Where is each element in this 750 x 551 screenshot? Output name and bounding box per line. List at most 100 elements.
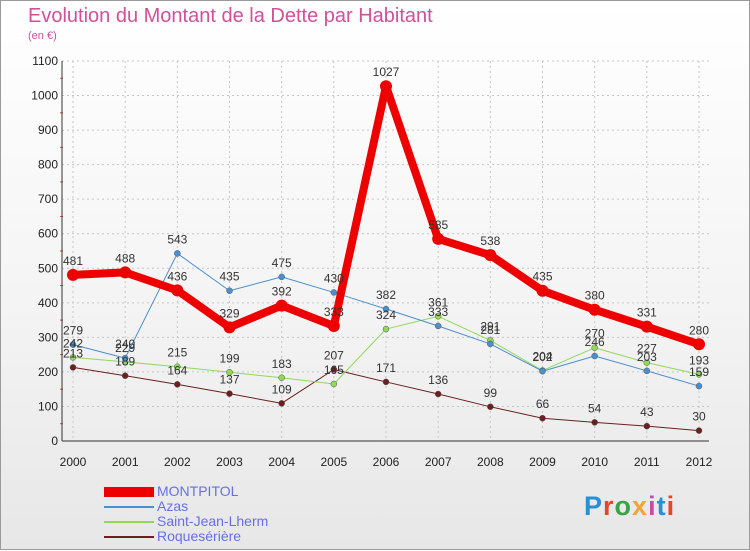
data-label: 193: [689, 353, 709, 367]
data-label: 488: [115, 251, 135, 265]
data-label: 543: [167, 232, 187, 246]
x-tick-label: 2009: [529, 455, 556, 469]
logo-letter: x: [632, 491, 649, 521]
data-label: 435: [219, 270, 239, 284]
data-point: [643, 367, 651, 375]
data-point: [643, 422, 651, 430]
data-label: 430: [324, 271, 344, 285]
data-point: [539, 414, 546, 422]
data-label: 215: [167, 346, 187, 360]
logo-letter: P: [584, 491, 604, 521]
x-tick-label: 2010: [581, 455, 608, 469]
legend-label: MONTPITOL: [157, 483, 239, 499]
data-label: 331: [637, 306, 657, 320]
x-tick-label: 2000: [60, 455, 87, 469]
data-label: 481: [63, 254, 83, 268]
data-label: 183: [272, 357, 292, 371]
data-point: [382, 325, 390, 333]
x-tick-label: 2012: [686, 455, 713, 469]
data-label: 137: [219, 373, 239, 387]
data-point: [484, 249, 497, 262]
data-point: [330, 380, 338, 388]
legend-swatch: [104, 521, 154, 523]
data-point: [695, 371, 703, 378]
data-point: [695, 427, 703, 434]
x-tick-label: 2007: [425, 455, 452, 469]
data-point: [591, 419, 598, 426]
data-label: 202: [532, 350, 552, 364]
chart-unit-subtitle: (en €): [28, 30, 57, 42]
data-label: 99: [484, 386, 498, 400]
x-tick-label: 2006: [373, 455, 400, 469]
data-point: [226, 287, 233, 294]
data-point: [695, 382, 703, 390]
logo-letter: o: [614, 491, 633, 521]
y-tick-label: 1100: [32, 54, 58, 68]
data-point: [588, 303, 601, 316]
logo-letter: r: [603, 491, 615, 521]
data-label: 380: [585, 289, 605, 303]
data-label: 392: [272, 285, 292, 299]
data-label: 189: [115, 355, 135, 369]
x-tick-label: 2002: [164, 455, 191, 469]
data-label: 475: [272, 256, 292, 270]
data-point: [174, 363, 181, 370]
data-point: [69, 354, 77, 361]
data-label: 136: [428, 373, 448, 387]
y-tick-label: 700: [38, 192, 58, 206]
x-tick-label: 2011: [634, 455, 660, 469]
data-label: 165: [324, 363, 344, 377]
data-label: 229: [115, 341, 135, 355]
data-label: 164: [167, 363, 187, 377]
data-label: 242: [63, 336, 83, 350]
data-label: 333: [324, 305, 344, 319]
data-point: [174, 381, 181, 388]
data-point: [67, 268, 79, 281]
y-tick-label: 800: [38, 158, 58, 172]
data-point: [434, 390, 442, 398]
data-point: [121, 354, 129, 362]
data-label: 207: [324, 348, 344, 362]
data-label: 213: [63, 346, 83, 360]
data-point: [226, 369, 233, 376]
logo-letter: i: [666, 491, 676, 521]
y-tick-label: 400: [38, 296, 58, 310]
data-label: 270: [585, 327, 605, 341]
data-point: [223, 321, 236, 334]
data-point: [539, 367, 546, 375]
data-point: [69, 341, 77, 348]
data-point: [226, 390, 233, 397]
data-label: 240: [115, 337, 135, 351]
legend-label: Roquesérière: [157, 528, 242, 544]
x-tick-label: 2001: [112, 455, 139, 469]
logo-letter: i: [648, 491, 657, 521]
data-point: [119, 266, 132, 279]
y-tick-label: 1000: [31, 89, 58, 103]
data-point: [275, 299, 288, 312]
data-label: 159: [689, 365, 709, 379]
data-label: 43: [640, 405, 654, 419]
data-point: [327, 319, 340, 332]
data-label: 204: [532, 350, 552, 364]
data-point: [432, 232, 445, 245]
data-label: 54: [588, 401, 602, 415]
data-label: 203: [637, 350, 657, 364]
series-line-0: [69, 82, 703, 349]
data-point: [278, 273, 285, 281]
chart-title: Evolution du Montant de la Dette par Hab…: [28, 5, 433, 27]
data-label: 361: [428, 295, 448, 309]
data-point: [278, 374, 285, 382]
logo-letter: t: [656, 491, 667, 521]
data-point: [330, 366, 338, 373]
data-label: 171: [376, 361, 396, 375]
data-point: [434, 313, 442, 320]
y-tick-label: 0: [51, 434, 58, 448]
data-label: 324: [376, 308, 396, 322]
data-label: 227: [637, 342, 657, 356]
data-label: 436: [167, 269, 187, 283]
data-point: [69, 364, 77, 371]
legend-label: Azas: [157, 498, 189, 514]
data-label: 538: [480, 234, 500, 248]
data-label: 279: [63, 324, 83, 338]
